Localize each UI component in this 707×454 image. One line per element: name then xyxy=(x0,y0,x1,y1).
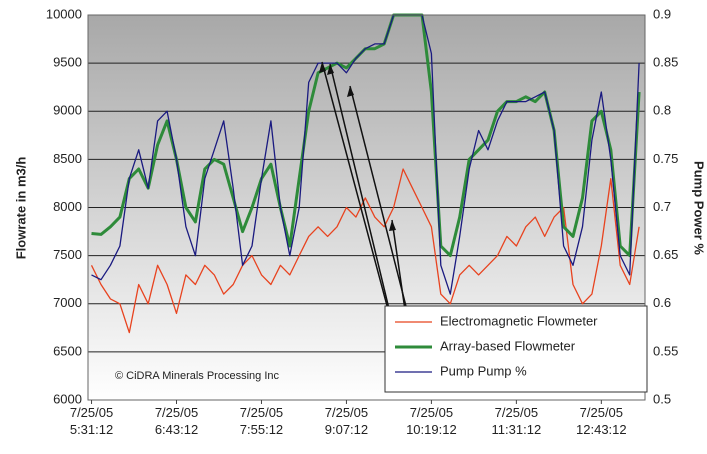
y-tick-label: 10000 xyxy=(46,6,82,21)
series-line xyxy=(91,14,640,295)
x-tick-label: 7/25/05 11:31:12 xyxy=(491,405,542,437)
plot-border xyxy=(87,14,646,401)
arrow-heads xyxy=(319,62,396,231)
x-tick-label: 7/25/05 5:31:12 xyxy=(69,405,114,437)
y2-tick-label: 0.5 xyxy=(653,391,671,406)
annotation: © CiDRA Minerals Processing Inc xyxy=(115,370,279,382)
y-axis-label: Flowrate in m3/h xyxy=(13,157,28,260)
y-tick-label: 6000 xyxy=(53,391,82,406)
y-tick-label: 7000 xyxy=(53,295,82,310)
y2-tick-label: 0.7 xyxy=(653,199,671,214)
legend-label: Array-based Flowmeter xyxy=(440,338,576,353)
x-tick-label: 7/25/05 9:07:12 xyxy=(324,405,369,437)
x-tick-label: 7/25/05 7:55:12 xyxy=(239,405,284,437)
x-tick-label: 7/25/05 12:43:12 xyxy=(576,405,627,437)
legend-label: Electromagnetic Flowmeter xyxy=(440,313,598,328)
y-tick-label: 8000 xyxy=(53,199,82,214)
x-tick-label: 7/25/05 10:19:12 xyxy=(406,405,457,437)
y2-tick-label: 0.75 xyxy=(653,151,678,166)
y-tick-label: 9500 xyxy=(53,55,82,70)
y2-axis-label: Pump Power % xyxy=(692,161,707,255)
y2-tick-label: 0.9 xyxy=(653,6,671,21)
legend-box xyxy=(384,305,648,393)
x-tick-label: 7/25/05 6:43:12 xyxy=(154,405,199,437)
y-tick-label: 9000 xyxy=(53,103,82,118)
y-tick-label: 8500 xyxy=(53,151,82,166)
y2-tick-label: 0.85 xyxy=(653,55,678,70)
y2-tick-label: 0.65 xyxy=(653,247,678,262)
y-tick-label: 6500 xyxy=(53,343,82,358)
y2-tick-label: 0.6 xyxy=(653,295,671,310)
y2-tick-label: 0.55 xyxy=(653,343,678,358)
series-line xyxy=(90,168,640,334)
legend-label: Pump Pump % xyxy=(440,363,527,378)
y-tick-label: 7500 xyxy=(53,247,82,262)
y2-tick-label: 0.8 xyxy=(653,103,671,118)
